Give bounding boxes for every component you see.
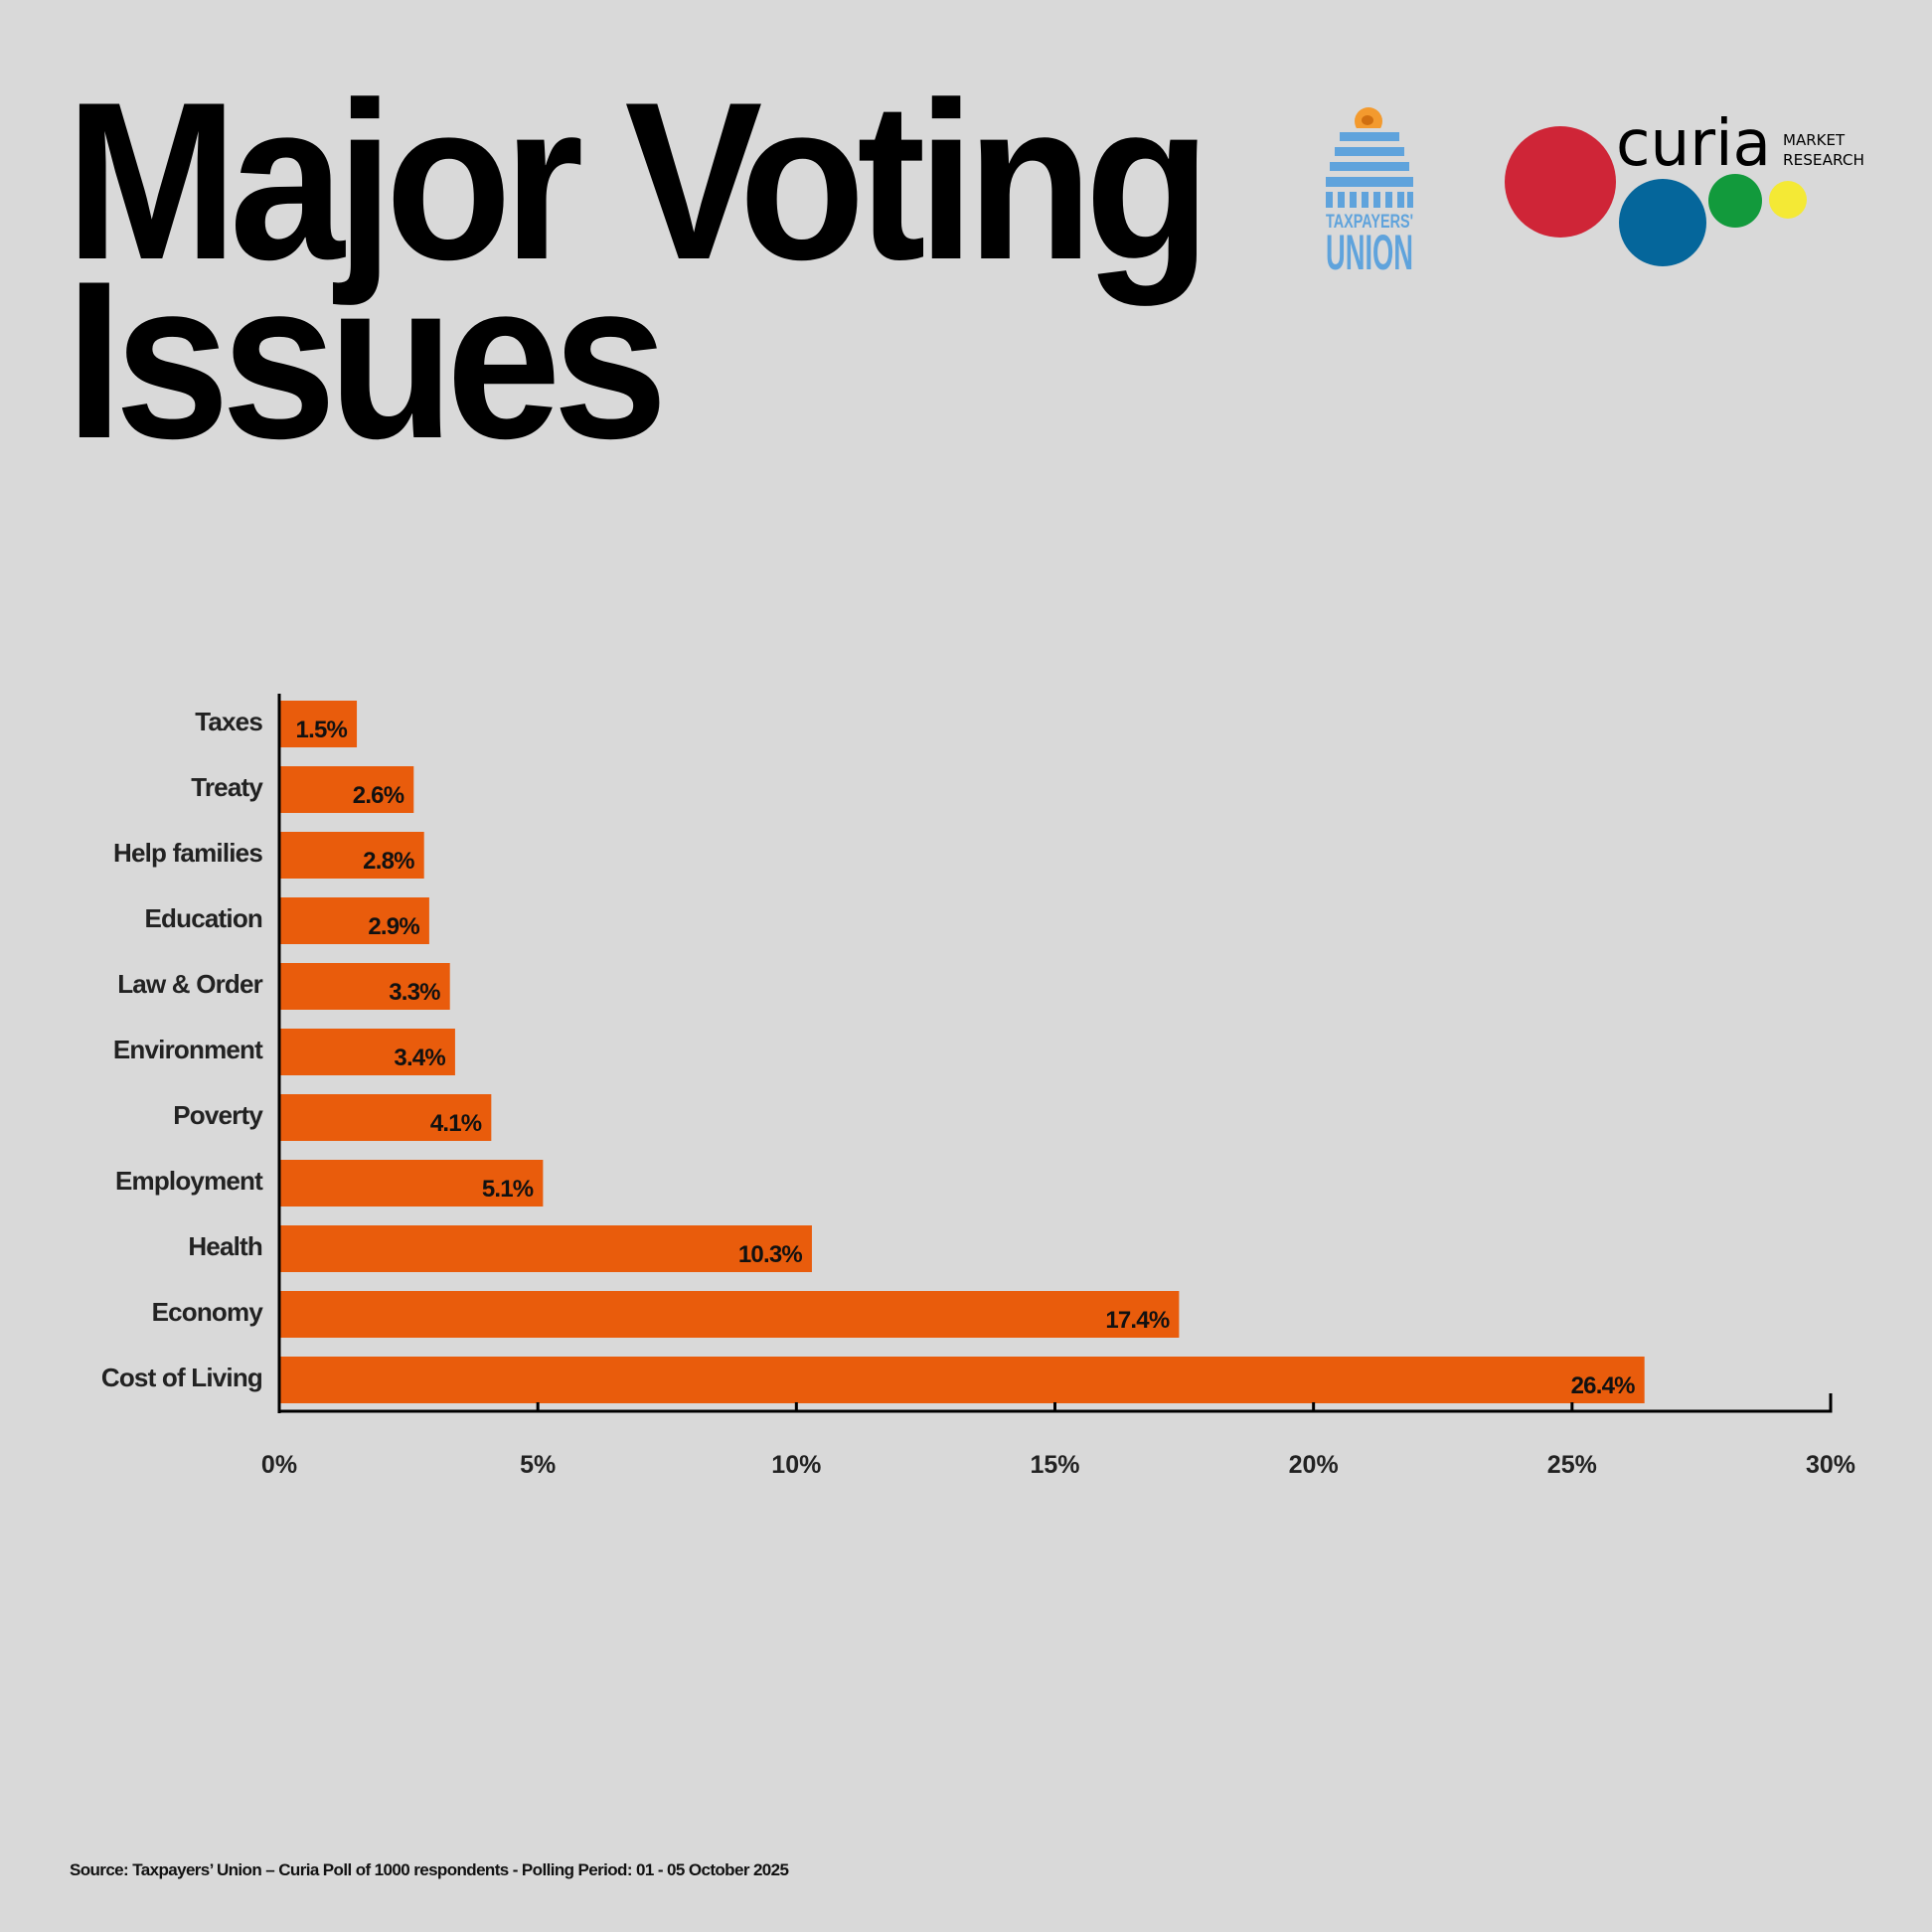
curia-logo: curia MARKET RESEARCH (1505, 107, 1864, 266)
value-label-8: 10.3% (738, 1241, 803, 1268)
value-label-6: 4.1% (430, 1110, 482, 1137)
taxpayers-union-logo: TAXPAYERS' UNION (1322, 107, 1417, 272)
category-label-0: Taxes (195, 707, 262, 736)
x-tick-label-1: 5% (520, 1451, 556, 1479)
category-label-5: Environment (113, 1035, 263, 1064)
x-tick-label-6: 30% (1806, 1451, 1855, 1479)
curia-green-circle (1708, 174, 1762, 228)
value-label-1: 2.6% (353, 782, 404, 809)
bar-chart: Taxes 1.5% Treaty 2.6% Help families 2.8% Educ… (101, 694, 1855, 1479)
bar-0 (279, 701, 358, 747)
bar-8 (279, 1225, 812, 1272)
bar-5 (279, 1029, 455, 1075)
bar-2 (279, 832, 424, 879)
value-label-9: 17.4% (1105, 1307, 1170, 1334)
curia-blue-circle (1619, 179, 1706, 266)
category-label-10: Cost of Living (101, 1363, 262, 1392)
kiwi-bird-icon (1362, 115, 1373, 125)
category-label-2: Help families (113, 838, 262, 868)
category-label-6: Poverty (173, 1100, 263, 1130)
tu-logo-line1: TAXPAYERS' (1326, 212, 1413, 233)
bar-4 (279, 963, 450, 1010)
value-label-7: 5.1% (482, 1176, 534, 1203)
tu-logo-line2: UNION (1326, 225, 1413, 272)
bar-9 (279, 1291, 1180, 1338)
curia-wordmark: curia (1616, 107, 1771, 181)
bar-1 (279, 766, 414, 813)
title-line-2: Issues (66, 234, 668, 485)
x-tick-label-5: 25% (1547, 1451, 1597, 1479)
value-label-2: 2.8% (363, 848, 414, 875)
x-tick-label-2: 10% (771, 1451, 821, 1479)
curia-yellow-circle (1769, 181, 1807, 219)
curia-tagline-1: MARKET (1783, 131, 1846, 149)
title-line-1: Major Voting (66, 55, 1210, 306)
source-note: Source: Taxpayers’ Union – Curia Poll of… (70, 1860, 789, 1879)
category-label-8: Health (188, 1231, 262, 1261)
value-label-0: 1.5% (296, 717, 348, 743)
bar-10 (279, 1357, 1645, 1403)
category-label-3: Education (145, 903, 262, 933)
x-tick-label-4: 20% (1289, 1451, 1339, 1479)
value-label-3: 2.9% (368, 913, 419, 940)
x-tick-label-0: 0% (261, 1451, 297, 1479)
curia-red-circle (1505, 126, 1616, 238)
category-label-1: Treaty (191, 772, 263, 802)
bar-3 (279, 897, 429, 944)
category-label-7: Employment (115, 1166, 263, 1196)
bar-7 (279, 1160, 544, 1207)
building-icon (1326, 132, 1413, 208)
bar-6 (279, 1094, 492, 1141)
value-label-4: 3.3% (389, 979, 440, 1006)
value-label-5: 3.4% (394, 1045, 445, 1071)
value-label-10: 26.4% (1571, 1372, 1636, 1399)
x-tick-label-3: 15% (1030, 1451, 1079, 1479)
category-label-9: Economy (152, 1297, 264, 1327)
page-title: Major Voting Issues (66, 55, 1210, 485)
category-label-4: Law & Order (117, 969, 262, 999)
curia-tagline-2: RESEARCH (1783, 151, 1864, 169)
